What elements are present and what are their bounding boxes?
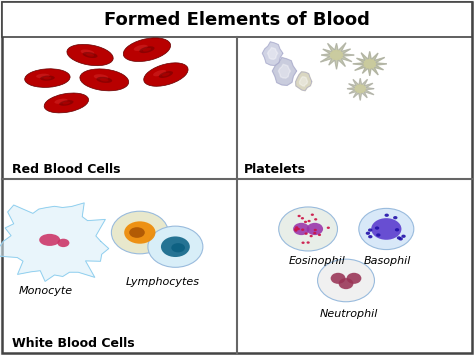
Ellipse shape: [94, 74, 109, 80]
Circle shape: [311, 213, 314, 216]
Ellipse shape: [67, 44, 113, 66]
Ellipse shape: [171, 243, 185, 252]
Circle shape: [314, 229, 317, 231]
Polygon shape: [364, 60, 375, 68]
Ellipse shape: [139, 46, 155, 53]
FancyBboxPatch shape: [2, 2, 472, 37]
Polygon shape: [263, 42, 283, 65]
Ellipse shape: [153, 70, 166, 76]
Circle shape: [338, 278, 354, 289]
Polygon shape: [278, 64, 291, 78]
Ellipse shape: [96, 77, 112, 83]
Text: Platelets: Platelets: [244, 163, 306, 176]
Polygon shape: [273, 58, 297, 85]
Circle shape: [307, 241, 310, 244]
Circle shape: [318, 259, 374, 302]
Circle shape: [301, 241, 305, 244]
Circle shape: [301, 229, 304, 231]
Ellipse shape: [129, 227, 145, 238]
Circle shape: [368, 235, 373, 238]
Circle shape: [346, 273, 361, 284]
Circle shape: [366, 231, 370, 235]
Ellipse shape: [44, 93, 89, 113]
Circle shape: [295, 226, 298, 229]
Ellipse shape: [161, 236, 190, 257]
Circle shape: [376, 233, 381, 237]
Circle shape: [397, 236, 401, 240]
Ellipse shape: [100, 78, 109, 81]
Ellipse shape: [80, 69, 128, 91]
Ellipse shape: [134, 45, 148, 51]
Ellipse shape: [39, 234, 60, 246]
Circle shape: [279, 207, 337, 251]
Circle shape: [384, 214, 389, 217]
Ellipse shape: [162, 73, 170, 76]
Polygon shape: [320, 43, 354, 69]
Ellipse shape: [124, 222, 155, 244]
Circle shape: [359, 208, 414, 250]
Circle shape: [393, 216, 398, 219]
Text: Eosinophil: Eosinophil: [289, 256, 346, 266]
Polygon shape: [0, 203, 109, 282]
Circle shape: [298, 215, 301, 217]
Text: Basophil: Basophil: [364, 256, 411, 266]
Ellipse shape: [143, 48, 151, 51]
Ellipse shape: [82, 52, 98, 58]
Circle shape: [301, 217, 304, 219]
Polygon shape: [353, 51, 387, 76]
Circle shape: [294, 228, 297, 230]
Ellipse shape: [144, 63, 188, 86]
Ellipse shape: [44, 77, 51, 80]
Circle shape: [327, 226, 330, 229]
Circle shape: [304, 233, 308, 235]
Circle shape: [308, 220, 311, 222]
Ellipse shape: [59, 100, 73, 106]
Ellipse shape: [57, 239, 69, 247]
Text: Formed Elements of Blood: Formed Elements of Blood: [104, 11, 370, 28]
Polygon shape: [267, 48, 278, 59]
Circle shape: [331, 273, 346, 284]
Polygon shape: [330, 50, 343, 60]
Circle shape: [293, 223, 310, 235]
Ellipse shape: [63, 102, 70, 104]
Ellipse shape: [123, 38, 171, 61]
Circle shape: [310, 235, 313, 237]
Ellipse shape: [159, 71, 173, 78]
Ellipse shape: [25, 69, 70, 87]
Polygon shape: [296, 72, 312, 91]
Text: Neutrophil: Neutrophil: [320, 309, 378, 319]
Circle shape: [297, 228, 300, 230]
Text: Lymphocytes: Lymphocytes: [126, 277, 200, 287]
Text: Monocyte: Monocyte: [19, 286, 73, 296]
Polygon shape: [347, 78, 374, 100]
Circle shape: [395, 228, 399, 231]
Circle shape: [375, 226, 379, 230]
Polygon shape: [300, 77, 308, 86]
Circle shape: [111, 211, 168, 254]
Circle shape: [148, 226, 203, 267]
Ellipse shape: [55, 99, 68, 104]
Ellipse shape: [86, 54, 94, 56]
Ellipse shape: [81, 49, 94, 55]
Circle shape: [294, 229, 298, 232]
Polygon shape: [355, 85, 365, 93]
Circle shape: [318, 234, 321, 236]
Circle shape: [304, 221, 307, 223]
Text: White Blood Cells: White Blood Cells: [12, 337, 135, 350]
Text: Red Blood Cells: Red Blood Cells: [12, 163, 120, 176]
Circle shape: [399, 237, 403, 241]
Circle shape: [401, 235, 406, 238]
Ellipse shape: [36, 74, 50, 78]
Ellipse shape: [371, 218, 401, 240]
Circle shape: [368, 228, 373, 232]
Circle shape: [314, 218, 317, 220]
Circle shape: [307, 223, 323, 235]
Circle shape: [313, 232, 316, 234]
Ellipse shape: [40, 76, 55, 81]
